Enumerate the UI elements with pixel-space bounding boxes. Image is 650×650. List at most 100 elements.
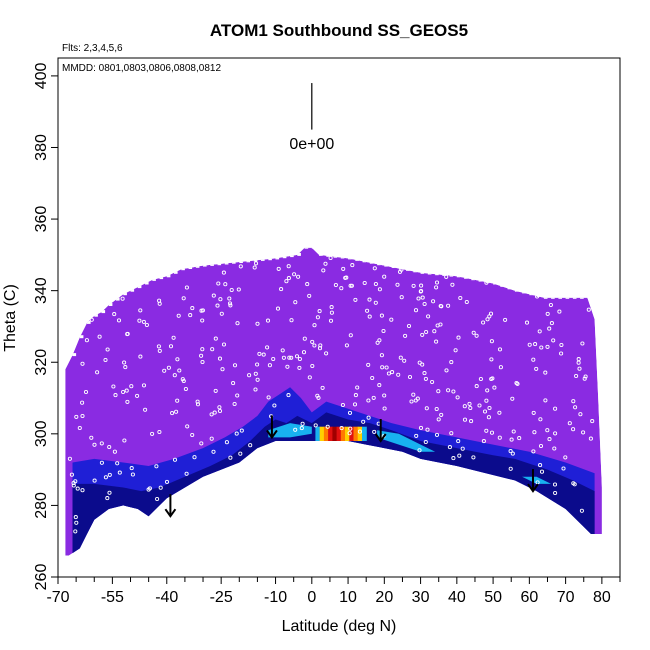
- sample-point: [344, 343, 349, 348]
- sample-point: [228, 455, 233, 460]
- sample-point: [355, 385, 360, 390]
- sample-point: [97, 334, 102, 339]
- y-tick-label: 320: [33, 349, 50, 376]
- y-tick-label: 380: [33, 134, 50, 161]
- sample-point: [431, 299, 436, 304]
- sample-point: [284, 279, 289, 284]
- sample-point: [586, 307, 591, 312]
- sample-point: [372, 429, 377, 434]
- sample-point: [348, 333, 353, 338]
- sample-point: [73, 515, 78, 520]
- sample-point: [362, 280, 367, 286]
- sample-point: [485, 388, 490, 393]
- edge-notch: [478, 278, 483, 282]
- sample-point: [581, 430, 586, 435]
- sample-point: [464, 299, 469, 305]
- edge-notch: [181, 267, 185, 271]
- sample-point: [158, 485, 163, 490]
- sample-point: [146, 487, 151, 492]
- edge-notch: [268, 257, 272, 261]
- sample-point: [460, 446, 465, 451]
- sample-point: [424, 406, 429, 411]
- sample-point: [77, 425, 82, 431]
- edge-notch: [500, 283, 504, 287]
- sample-point: [344, 275, 349, 280]
- x-axis-label: Latitude (deg N): [282, 618, 397, 635]
- sample-point: [549, 321, 554, 326]
- sample-point: [457, 453, 462, 458]
- sample-point: [482, 409, 488, 414]
- sample-point: [162, 368, 167, 373]
- sample-point: [382, 274, 387, 279]
- sample-point: [485, 317, 490, 322]
- sample-point: [129, 466, 134, 471]
- sample-point: [462, 404, 467, 409]
- sample-point: [69, 472, 74, 477]
- sample-point: [293, 427, 298, 432]
- sample-point: [582, 376, 587, 381]
- edge-notch: [340, 255, 345, 259]
- sample-point: [573, 405, 578, 410]
- sample-point: [537, 329, 542, 334]
- sample-point: [416, 296, 421, 301]
- sample-point: [380, 365, 385, 370]
- arrow-marker-head: [527, 483, 539, 493]
- sample-point: [275, 306, 281, 311]
- sample-point: [312, 323, 317, 328]
- sample-point: [439, 412, 444, 417]
- sample-point: [300, 421, 305, 426]
- hotspot-cell: [353, 426, 359, 441]
- sample-point: [353, 393, 358, 398]
- sample-point: [271, 356, 276, 362]
- sample-point: [390, 370, 395, 375]
- sample-point: [296, 274, 301, 279]
- sample-point: [80, 413, 85, 419]
- sample-point: [384, 365, 389, 370]
- edge-notch: [565, 295, 570, 299]
- edge-notch: [391, 265, 396, 268]
- plot-frame: [57, 57, 621, 578]
- sample-point: [430, 379, 435, 385]
- sample-point: [411, 392, 416, 397]
- sample-point: [224, 440, 229, 445]
- sample-point: [92, 478, 97, 483]
- sample-point: [192, 455, 197, 460]
- sample-point: [213, 388, 218, 393]
- sample-point: [474, 384, 479, 389]
- sample-point: [548, 302, 553, 308]
- sample-point: [121, 389, 126, 395]
- sample-point: [567, 421, 572, 426]
- edge-notch: [435, 272, 439, 276]
- edge-notch: [406, 267, 410, 271]
- sample-point: [511, 429, 516, 434]
- sample-point: [213, 336, 218, 341]
- y-tick-label: 280: [33, 492, 50, 519]
- sample-point: [547, 326, 552, 331]
- axes: -70 -55 -40 -25 -10 0 10 20 30 40 50 60 70 80 260 280 30…: [33, 57, 621, 606]
- edge-notch: [123, 292, 127, 296]
- sample-point: [218, 297, 223, 302]
- sample-point: [227, 301, 233, 306]
- edge-notch: [319, 252, 323, 256]
- sample-point: [381, 328, 386, 334]
- arrow-marker-head: [374, 433, 387, 443]
- sample-point: [497, 410, 502, 415]
- sample-point: [248, 443, 253, 448]
- edge-notch: [94, 313, 98, 317]
- sample-point: [484, 398, 489, 403]
- sample-point: [299, 426, 304, 431]
- sample-point: [422, 371, 427, 376]
- sample-point: [545, 344, 550, 349]
- sample-point: [122, 438, 127, 443]
- sample-point: [347, 431, 352, 436]
- sample-point: [563, 455, 568, 460]
- sample-point: [419, 288, 424, 294]
- edge-notch: [529, 292, 533, 296]
- sample-point: [583, 374, 588, 379]
- sample-point: [184, 285, 189, 290]
- sample-point: [517, 436, 522, 441]
- sample-point: [489, 430, 495, 435]
- sample-point: [420, 295, 425, 300]
- edge-notch: [290, 254, 294, 258]
- sample-point: [397, 269, 403, 274]
